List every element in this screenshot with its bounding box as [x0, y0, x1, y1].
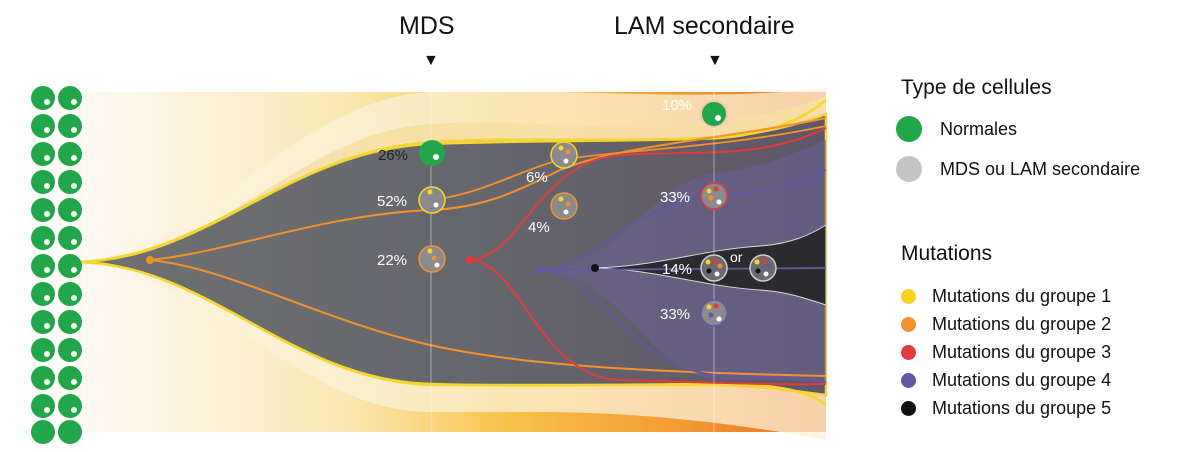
- normal-cell: [31, 170, 55, 194]
- orange-origin-node: [146, 256, 154, 264]
- purple-origin-node: [536, 266, 544, 274]
- legend-item-group-2: Mutations du groupe 2: [901, 314, 1111, 335]
- mds-arrow-icon: ▼: [423, 52, 439, 69]
- normal-cell-aml: [700, 100, 728, 128]
- legend-label: Mutations du groupe 2: [932, 314, 1112, 334]
- clone-cell-4: [550, 192, 578, 220]
- legend-swatch: [901, 289, 916, 304]
- legend-label: Mutations du groupe 4: [932, 370, 1112, 390]
- pct-normal-aml: 10%: [662, 97, 692, 114]
- normal-cell: [31, 198, 55, 222]
- yellow-upper-line: [79, 99, 827, 264]
- legend-swatch: [901, 317, 916, 332]
- clone-cell-6: [550, 141, 578, 169]
- legend-swatch: [901, 373, 916, 388]
- purple-line-3: [539, 269, 827, 383]
- mutations-legend-title: Mutations: [901, 242, 993, 265]
- legend-item-group-3: Mutations du groupe 3: [901, 342, 1111, 363]
- yellow-lower-line: [79, 260, 827, 406]
- normal-cell: [31, 226, 55, 250]
- pct-clone-22: 22%: [377, 252, 407, 269]
- normal-cell: [31, 338, 55, 362]
- red-origin-node: [466, 256, 474, 264]
- pct-clone-6: 6%: [526, 169, 548, 186]
- clone-cell-52: [418, 186, 446, 214]
- orange-line-2: [149, 259, 827, 377]
- normal-cell: [31, 254, 55, 278]
- mds-header: MDS: [399, 12, 455, 40]
- pct-clone-14: 14%: [662, 261, 692, 278]
- legend-item-group-4: Mutations du groupe 4: [901, 370, 1111, 391]
- legend-swatch: [896, 156, 922, 182]
- clone-cell-14-alt: [749, 254, 777, 282]
- clone-cell-33a: [700, 182, 728, 210]
- or-label: or: [730, 249, 743, 265]
- pct-clone-33a: 33%: [660, 189, 690, 206]
- pct-clone-33b: 33%: [660, 306, 690, 323]
- clone-cell-33b: [700, 299, 728, 327]
- normal-cell: [31, 310, 55, 334]
- orange-line-1: [149, 117, 827, 261]
- pct-clone-52: 52%: [377, 193, 407, 210]
- legend-item-normal: Normales: [896, 116, 1017, 142]
- legend-swatch: [901, 401, 916, 416]
- legend-item-mds: MDS ou LAM secondaire: [896, 156, 1140, 182]
- legend-label: Normales: [940, 118, 1018, 139]
- aml-header: LAM secondaire: [614, 12, 795, 40]
- clone-cell-14: [700, 254, 728, 282]
- purple-line-2: [539, 267, 827, 271]
- legend-swatch: [901, 345, 916, 360]
- legend-label: Mutations du groupe 5: [932, 398, 1112, 418]
- normal-cell: [31, 86, 55, 110]
- clone-cell-22: [418, 245, 446, 273]
- normal-cell-mds: [419, 140, 445, 166]
- aml-arrow-icon: ▼: [707, 52, 723, 69]
- legend-label: Mutations du groupe 1: [932, 286, 1112, 306]
- normal-branch: [80, 96, 826, 263]
- legend-item-group-1: Mutations du groupe 1: [901, 286, 1111, 307]
- cell-type-legend-title: Type de cellules: [901, 76, 1052, 99]
- normal-cell: [31, 420, 55, 444]
- normal-cell-column: [31, 86, 82, 444]
- legend-swatch: [896, 116, 922, 142]
- black-origin-node: [591, 264, 599, 272]
- red-line-2: [469, 259, 827, 386]
- normal-cell: [31, 282, 55, 306]
- legend-item-group-5: Mutations du groupe 5: [901, 398, 1111, 419]
- normal-cell: [31, 114, 55, 138]
- normal-cell: [31, 366, 55, 390]
- legend-label: Mutations du groupe 3: [932, 342, 1112, 362]
- normal-cell: [31, 142, 55, 166]
- legend-label: MDS ou LAM secondaire: [940, 158, 1141, 179]
- pct-clone-4: 4%: [528, 219, 550, 236]
- pct-normal-mds: 26%: [378, 147, 408, 164]
- normal-cell: [31, 394, 55, 418]
- red-line-1: [469, 127, 827, 261]
